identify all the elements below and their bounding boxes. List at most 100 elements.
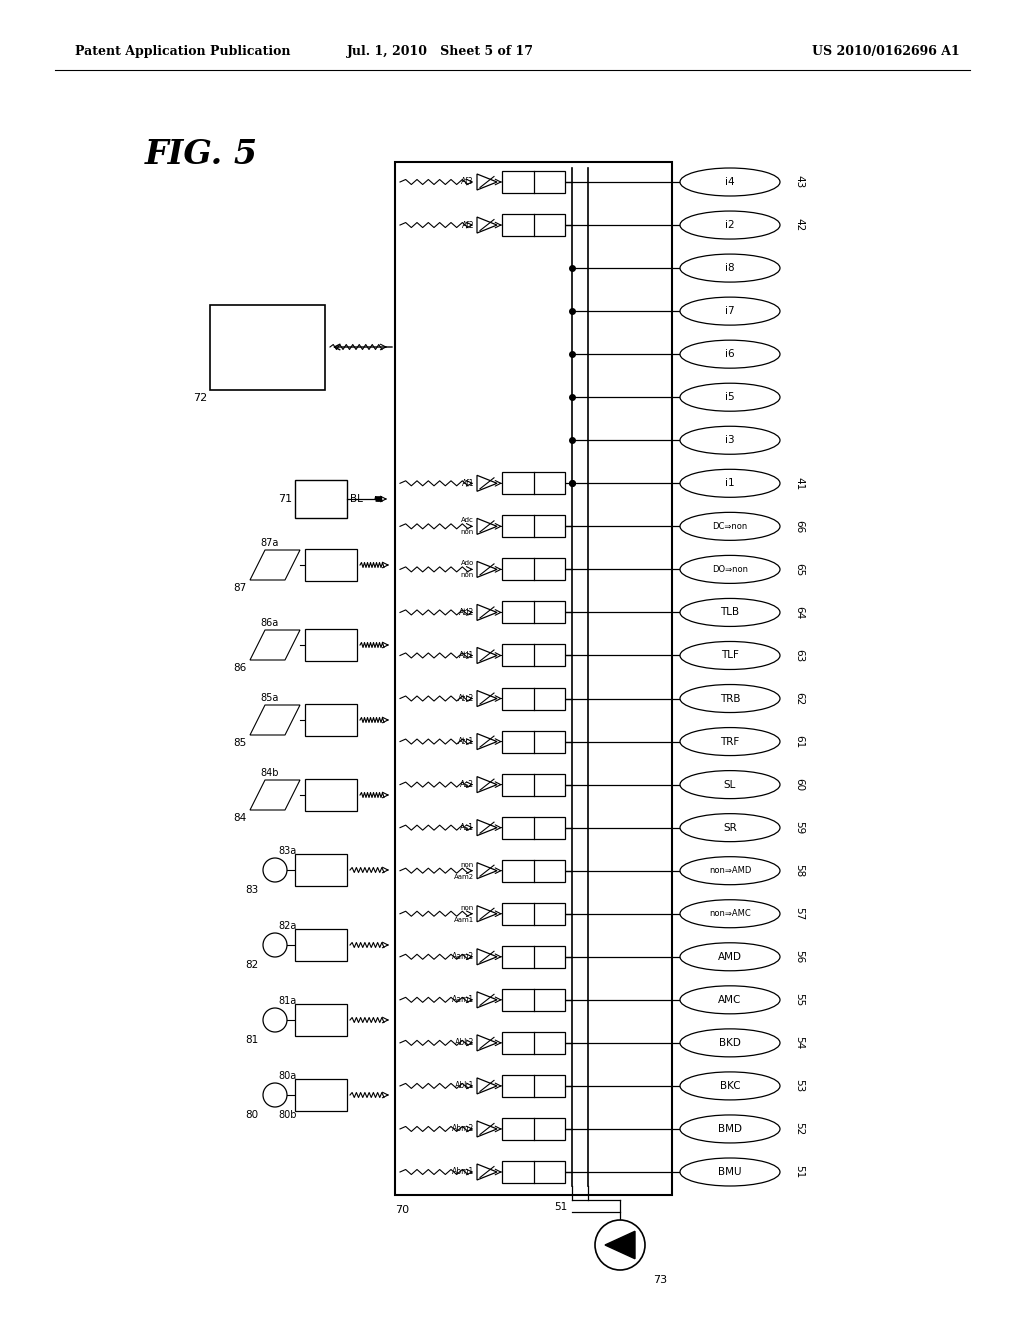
Text: FIG. 5: FIG. 5 (145, 139, 258, 172)
Text: 65: 65 (794, 562, 804, 576)
Text: 86a: 86a (260, 618, 279, 628)
Text: Patent Application Publication: Patent Application Publication (75, 45, 291, 58)
Polygon shape (250, 705, 300, 735)
Text: AMC: AMC (718, 995, 741, 1005)
Text: Atr2: Atr2 (458, 694, 474, 704)
Circle shape (595, 1220, 645, 1270)
Bar (502, 817, 565, 838)
Circle shape (263, 1008, 287, 1032)
Bar (502, 730, 565, 752)
Bar (502, 859, 565, 882)
Text: TRB: TRB (720, 693, 740, 704)
Text: TLF: TLF (721, 651, 739, 660)
Bar (295, 1078, 347, 1111)
Bar (502, 515, 565, 537)
Ellipse shape (680, 857, 780, 884)
Text: 51: 51 (554, 1203, 567, 1212)
Ellipse shape (680, 813, 780, 842)
Bar (502, 602, 565, 623)
Text: BKC: BKC (720, 1081, 740, 1090)
Text: 85: 85 (233, 738, 247, 748)
Text: 66: 66 (794, 520, 804, 533)
Text: 84b: 84b (260, 768, 279, 777)
Text: DO⇒non: DO⇒non (712, 565, 748, 574)
Text: Aam1: Aam1 (454, 916, 474, 923)
Text: SR: SR (723, 822, 737, 833)
Polygon shape (477, 734, 497, 750)
Bar (395, 162, 672, 1195)
Text: 71: 71 (278, 494, 292, 504)
Ellipse shape (680, 1072, 780, 1100)
Text: Aam2: Aam2 (454, 874, 474, 879)
Text: non: non (461, 904, 474, 911)
Text: 41: 41 (794, 477, 804, 490)
Bar (502, 1162, 565, 1183)
Bar (295, 1005, 347, 1036)
Text: 55: 55 (794, 993, 804, 1006)
Bar (502, 989, 565, 1011)
Text: Aam1: Aam1 (452, 995, 474, 1005)
Text: 80a: 80a (278, 1071, 296, 1081)
Text: i8: i8 (725, 263, 735, 273)
Text: Af1: Af1 (462, 479, 474, 488)
Text: Adc: Adc (461, 517, 474, 523)
Text: 87a: 87a (260, 539, 279, 548)
Polygon shape (477, 949, 497, 965)
Text: DC⇒non: DC⇒non (713, 521, 748, 531)
Text: 64: 64 (794, 606, 804, 619)
Text: 87: 87 (233, 583, 247, 593)
Polygon shape (477, 174, 497, 190)
Text: Atl1: Atl1 (459, 651, 474, 660)
Bar (305, 779, 357, 810)
Bar (502, 946, 565, 968)
Text: Abk2: Abk2 (455, 1039, 474, 1047)
Ellipse shape (680, 900, 780, 928)
Text: 82: 82 (245, 960, 258, 970)
Ellipse shape (680, 426, 780, 454)
Bar (295, 854, 347, 886)
Text: i6: i6 (725, 350, 735, 359)
Bar (305, 704, 357, 737)
Bar (295, 480, 347, 517)
Text: Af2: Af2 (462, 220, 474, 230)
Polygon shape (477, 1121, 497, 1137)
Bar (210, 305, 325, 389)
Text: 83: 83 (245, 884, 258, 895)
Ellipse shape (680, 685, 780, 713)
Text: i7: i7 (725, 306, 735, 315)
Polygon shape (477, 690, 497, 706)
Bar (502, 473, 565, 494)
Text: 52: 52 (794, 1122, 804, 1135)
Text: 58: 58 (794, 865, 804, 878)
Text: 43: 43 (794, 176, 804, 189)
Text: 80b: 80b (278, 1110, 297, 1119)
Bar (502, 688, 565, 710)
Polygon shape (477, 1164, 497, 1180)
Text: Abm1: Abm1 (452, 1167, 474, 1176)
Bar (305, 549, 357, 581)
Polygon shape (477, 648, 497, 664)
Bar (502, 1074, 565, 1097)
Ellipse shape (680, 1115, 780, 1143)
Ellipse shape (680, 211, 780, 239)
Text: 51: 51 (794, 1166, 804, 1179)
Text: 81: 81 (245, 1035, 258, 1045)
Text: 85a: 85a (260, 693, 279, 704)
Text: 70: 70 (395, 1205, 410, 1214)
Text: BKD: BKD (719, 1038, 741, 1048)
Bar (502, 1032, 565, 1053)
Text: Atl2: Atl2 (459, 609, 474, 616)
Ellipse shape (680, 383, 780, 412)
Text: SL: SL (724, 780, 736, 789)
Bar (502, 903, 565, 925)
Text: Abk1: Abk1 (455, 1081, 474, 1090)
Ellipse shape (680, 470, 780, 498)
Polygon shape (477, 1078, 497, 1094)
Bar (502, 774, 565, 796)
Text: 62: 62 (794, 692, 804, 705)
Ellipse shape (680, 771, 780, 799)
Text: 63: 63 (794, 649, 804, 663)
Text: US 2010/0162696 A1: US 2010/0162696 A1 (812, 45, 961, 58)
Text: BMU: BMU (718, 1167, 741, 1177)
Text: 86: 86 (233, 663, 247, 673)
